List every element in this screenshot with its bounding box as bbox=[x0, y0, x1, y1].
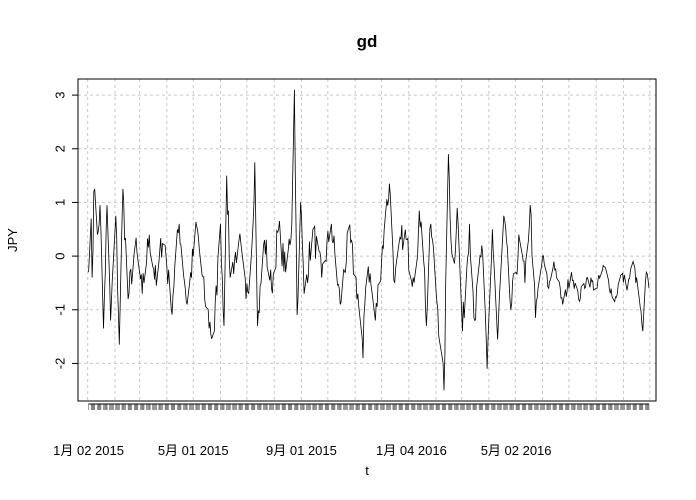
plot-frame bbox=[77, 78, 657, 402]
y-axis-label: JPY bbox=[5, 228, 20, 252]
chart-title: gd bbox=[357, 32, 378, 51]
y-tick-label: 0 bbox=[52, 252, 67, 259]
y-tick-label: -1 bbox=[52, 304, 67, 316]
y-tick-label: 1 bbox=[52, 199, 67, 206]
y-tick-label: 3 bbox=[52, 91, 67, 98]
y-axis: -2 -1 0 1 2 3 bbox=[52, 91, 78, 369]
x-tick-label: 1月 02 2015 bbox=[53, 443, 124, 458]
grid-lines bbox=[78, 79, 656, 401]
x-tick-label: 5月 02 2016 bbox=[481, 443, 552, 458]
x-axis-label: t bbox=[365, 463, 369, 478]
y-tick-label: 2 bbox=[52, 145, 67, 152]
series-layer bbox=[88, 89, 650, 391]
x-tick-label: 1月 04 2016 bbox=[376, 443, 447, 458]
x-tick-label: 5月 01 2015 bbox=[158, 443, 229, 458]
series-line bbox=[88, 89, 650, 391]
y-tick-label: -2 bbox=[52, 358, 67, 370]
x-tick-label: 9月 01 2015 bbox=[266, 443, 337, 458]
x-axis: 1月 02 2015 5月 01 2015 9月 01 2015 1月 04 2016… bbox=[53, 403, 650, 458]
